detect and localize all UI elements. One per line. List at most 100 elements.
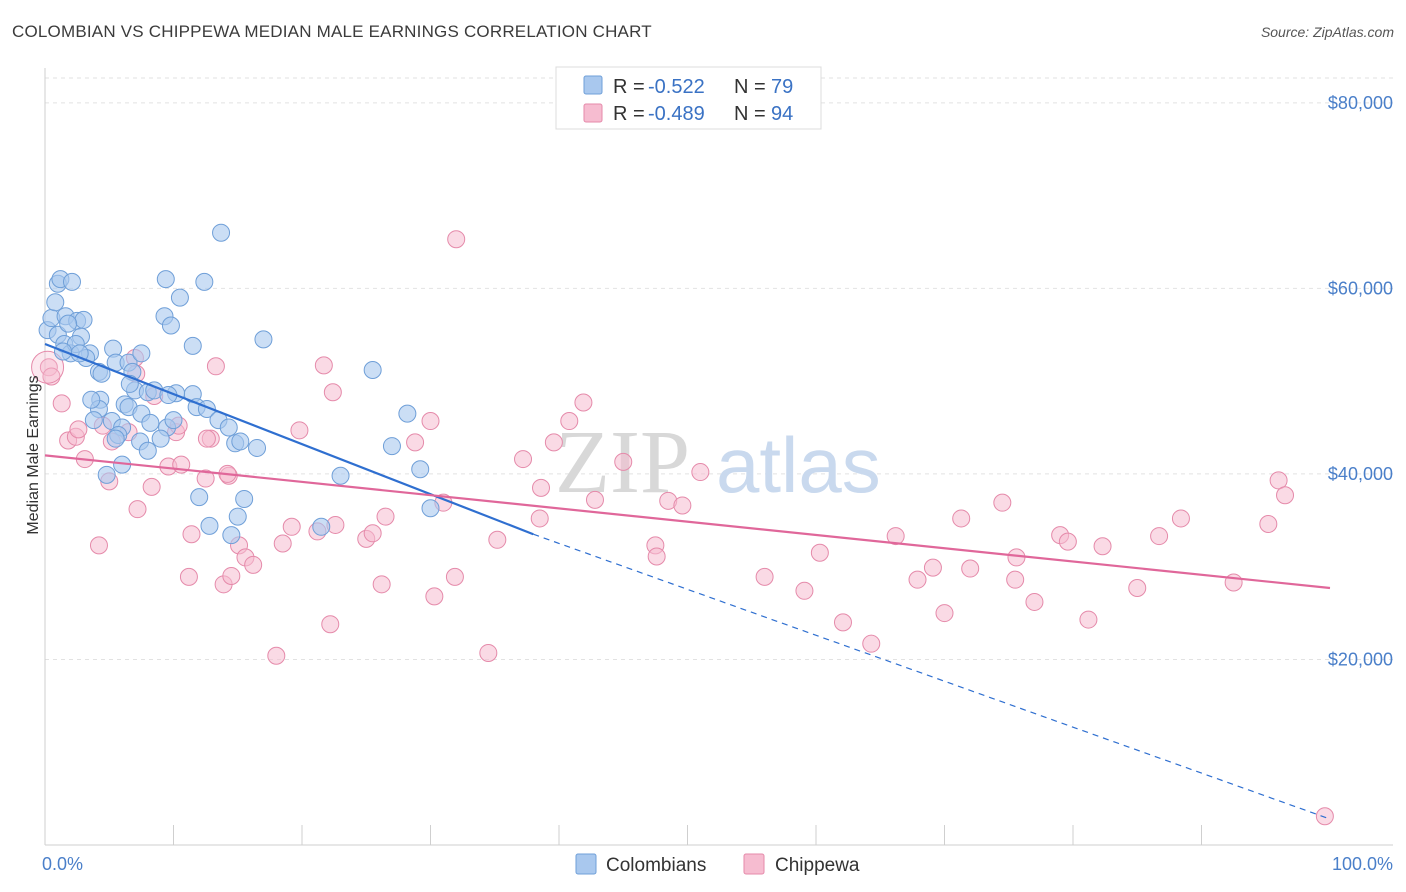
chippewa-point — [886, 527, 905, 546]
colombians-point — [421, 499, 440, 518]
colombians-trend-extension — [533, 533, 1331, 820]
chippewa-point — [514, 450, 533, 469]
chippewa-point — [530, 509, 549, 528]
x-tick-label-max: 100.0% — [1332, 854, 1393, 874]
colombians-point — [97, 465, 116, 484]
colombians-point — [156, 270, 175, 289]
chippewa-point — [363, 524, 382, 543]
colombians-point — [82, 390, 101, 409]
chippewa-point — [795, 581, 814, 600]
chippewa-point — [1079, 610, 1098, 629]
y-tick-label: $60,000 — [1328, 278, 1393, 298]
chippewa-point — [810, 543, 829, 562]
chippewa-point — [406, 433, 425, 452]
colombians-trend-line — [44, 343, 534, 536]
colombians-point — [161, 316, 180, 335]
colombians-point — [200, 516, 219, 535]
bottom-legend: Colombians Chippewa — [575, 853, 860, 876]
chippewa-point — [935, 604, 954, 623]
colombians-point — [228, 507, 247, 526]
y-axis-title: Median Male Earnings — [25, 375, 42, 534]
chippewa-point — [290, 421, 309, 440]
chippewa-point — [1093, 537, 1112, 556]
colombians-point — [84, 411, 103, 430]
chippewa-point — [1025, 592, 1044, 611]
chippewa-point — [993, 493, 1012, 512]
colombians-point — [170, 288, 189, 307]
colombians-point — [331, 466, 350, 485]
colombians-point — [219, 418, 238, 437]
chippewa-point — [1128, 579, 1147, 598]
chippewa-point — [31, 350, 65, 384]
colombians-point — [222, 526, 241, 545]
legend-n-label: N = — [734, 76, 766, 98]
colombians-points — [38, 223, 440, 545]
chippewa-point — [273, 534, 292, 553]
watermark-atlas: atlas — [716, 421, 881, 509]
legend-n-value: 79 — [771, 76, 793, 98]
chippewa-trend-line — [44, 454, 1331, 590]
bottom-legend-swatch-chippewa — [743, 853, 765, 875]
colombians-point — [164, 411, 183, 430]
chippewa-point — [69, 420, 88, 439]
chippewa-point — [128, 500, 147, 519]
chippewa-point — [182, 525, 201, 544]
colombians-point — [235, 489, 254, 508]
chippewa-point — [1171, 509, 1190, 528]
chippewa-point — [1058, 532, 1077, 551]
chippewa-point — [908, 570, 927, 589]
x-tick-label-min: 0.0% — [42, 854, 83, 874]
colombians-point — [74, 310, 93, 329]
bottom-legend-label-chippewa: Chippewa — [775, 855, 860, 876]
chippewa-point — [421, 412, 440, 431]
colombians-point — [138, 441, 157, 460]
chippewa-point — [755, 567, 774, 586]
chippewa-point — [488, 530, 507, 549]
watermark: ZIP atlas — [555, 413, 881, 512]
colombians-point — [132, 344, 151, 363]
chart-source: Source: ZipAtlas.com — [1260, 24, 1394, 40]
chippewa-point — [544, 433, 563, 452]
bottom-legend-swatch-colombians — [575, 853, 597, 875]
chippewa-point — [197, 429, 216, 448]
chippewa-point — [142, 477, 161, 496]
colombians-point — [62, 272, 81, 291]
chippewa-point — [244, 555, 263, 574]
y-tick-labels: $20,000 $40,000 $60,000 $80,000 — [1328, 93, 1393, 670]
chippewa-point — [647, 547, 666, 566]
colombians-point — [231, 432, 250, 451]
colombians-point — [382, 437, 401, 456]
colombians-point — [190, 488, 209, 507]
colombians-point — [59, 314, 78, 333]
x-tick-labels: 0.0% 100.0% — [42, 854, 1393, 874]
y-tick-label: $40,000 — [1328, 464, 1393, 484]
legend-r-value: -0.522 — [648, 76, 705, 98]
chippewa-points — [31, 230, 1334, 826]
chippewa-point — [52, 394, 71, 413]
chippewa-point — [282, 517, 301, 536]
chippewa-point — [862, 634, 881, 653]
chippewa-point — [321, 615, 340, 634]
chart-title: COLOMBIAN VS CHIPPEWA MEDIAN MALE EARNIN… — [12, 22, 652, 41]
colombians-point — [248, 438, 267, 457]
chippewa-point — [196, 469, 215, 488]
legend-r-label: R = — [613, 103, 645, 125]
colombians-point — [398, 404, 417, 423]
chippewa-point — [532, 478, 551, 497]
gridlines — [45, 77, 1393, 660]
colombians-point — [195, 272, 214, 291]
axes — [44, 68, 1393, 846]
legend-swatch-chippewa — [583, 103, 603, 123]
chippewa-point — [1315, 807, 1334, 826]
chippewa-point — [1276, 486, 1295, 505]
y-tick-label: $20,000 — [1328, 649, 1393, 669]
chippewa-point — [372, 575, 391, 594]
legend-swatch-colombians — [583, 75, 603, 95]
chippewa-point — [447, 230, 466, 249]
colombians-point — [363, 361, 382, 380]
legend-r-label: R = — [613, 76, 645, 98]
chippewa-point — [673, 496, 692, 515]
trend-lines — [44, 343, 1331, 820]
chippewa-point — [376, 507, 395, 526]
legend: R = -0.522 N = 79 R = -0.489 N = 94 — [555, 66, 822, 130]
